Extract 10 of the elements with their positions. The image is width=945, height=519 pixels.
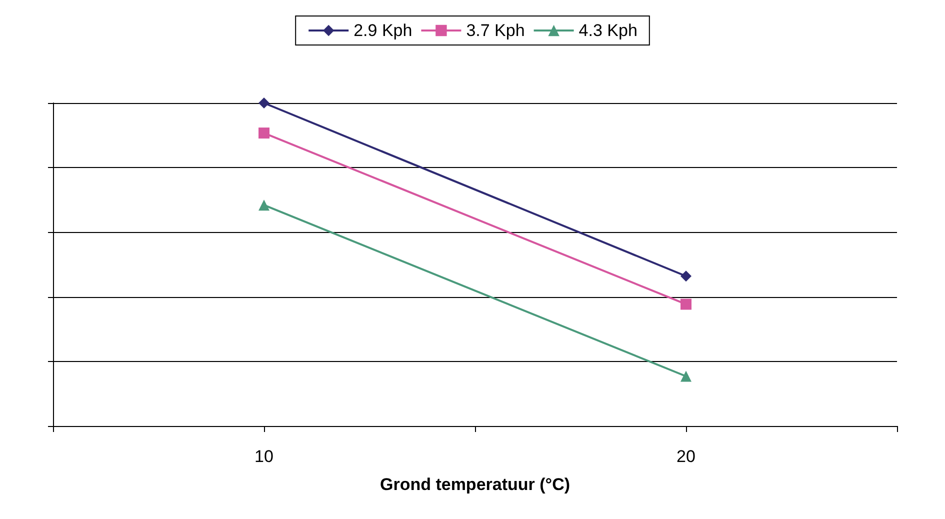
x-tick-label: 10: [254, 447, 274, 466]
legend-label: 4.3 Kph: [578, 21, 638, 40]
point: [680, 298, 692, 310]
x-tick-label: 20: [676, 447, 696, 466]
point: [258, 98, 270, 108]
legend-label: 3.7 Kph: [466, 21, 525, 40]
x-axis-title: Grond temperatuur (°C): [380, 475, 570, 494]
point: [258, 128, 270, 139]
point: [680, 270, 692, 282]
legend-label: 2.9 Kph: [354, 21, 412, 40]
